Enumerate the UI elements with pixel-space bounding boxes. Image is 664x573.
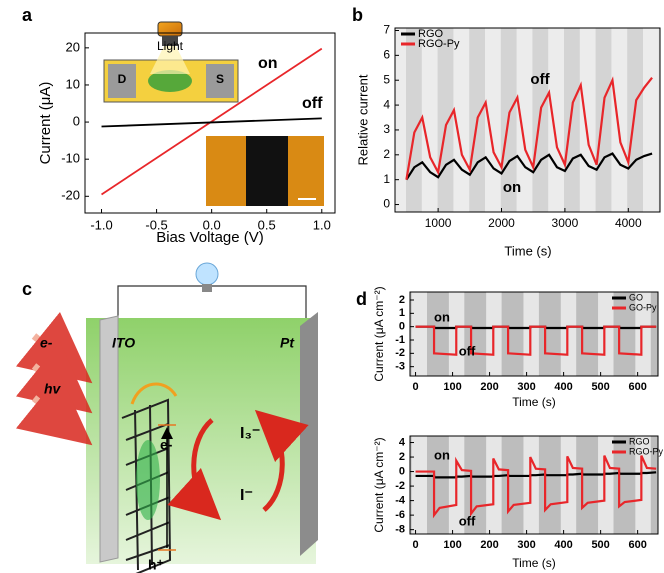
x-tick-label: 300 bbox=[517, 539, 535, 551]
panel-label: b bbox=[352, 5, 363, 25]
y-tick-label: -2 bbox=[395, 480, 405, 492]
x-axis-label: Time (s) bbox=[512, 395, 556, 409]
x-tick-label: 100 bbox=[443, 381, 461, 393]
panel: d Time (s) Current (μA cm⁻²) 0 100 200 300 400 5… bbox=[356, 286, 658, 409]
y-tick-label: 2 bbox=[399, 294, 405, 306]
y-axis-label: Current (μA cm⁻²) bbox=[372, 437, 386, 532]
photo-inset bbox=[206, 136, 324, 206]
x-tick-label: 400 bbox=[554, 381, 572, 393]
x-tick-label: 400 bbox=[554, 539, 572, 551]
y-tick-label: -1 bbox=[395, 334, 405, 346]
y-tick-label: -20 bbox=[61, 188, 80, 203]
diagram-label: I₃⁻ bbox=[240, 425, 260, 442]
y-axis-label: Current (μA) bbox=[37, 82, 54, 165]
diagram-label: Pt bbox=[280, 335, 295, 351]
diagram-label: h⁺ bbox=[148, 557, 164, 573]
y-tick-label: 4 bbox=[399, 436, 406, 448]
y-tick-label: 1 bbox=[399, 307, 405, 319]
legend-label: GO-Py bbox=[629, 302, 657, 312]
annotation: off bbox=[530, 71, 550, 88]
x-tick-label: 0 bbox=[412, 539, 418, 551]
panel-label: c bbox=[22, 279, 32, 299]
y-tick-label: 3 bbox=[383, 122, 390, 136]
annotation: D bbox=[118, 72, 127, 86]
y-axis-label: Relative current bbox=[355, 74, 370, 165]
y-axis-label: Current (μA cm⁻²) bbox=[372, 286, 386, 381]
annotation: Light bbox=[157, 39, 184, 53]
legend-label: RGO bbox=[629, 436, 650, 446]
x-tick-label: 300 bbox=[517, 381, 535, 393]
x-tick-label: 0 bbox=[412, 381, 418, 393]
x-tick-label: 200 bbox=[480, 381, 498, 393]
diagram-label: e- bbox=[160, 437, 173, 453]
legend-label: RGO-Py bbox=[418, 38, 460, 50]
y-tick-label: 10 bbox=[66, 76, 80, 91]
y-tick-label: 2 bbox=[383, 147, 390, 161]
panel-label: a bbox=[22, 5, 33, 25]
y-tick-label: 1 bbox=[383, 172, 390, 186]
legend-label: GO bbox=[629, 292, 643, 302]
figure: aBias Voltage (V)Current (μA)-1.0-0.50.0… bbox=[0, 0, 664, 573]
x-tick-label: 1.0 bbox=[313, 217, 331, 232]
y-tick-label: -2 bbox=[395, 347, 405, 359]
cell-diagram bbox=[34, 263, 318, 573]
y-tick-label: -6 bbox=[395, 509, 405, 521]
x-tick-label: 0.0 bbox=[203, 217, 221, 232]
diagram-label: ITO bbox=[112, 335, 135, 351]
panel-label: d bbox=[356, 289, 367, 309]
x-tick-label: 500 bbox=[591, 539, 609, 551]
x-tick-label: 100 bbox=[443, 539, 461, 551]
annotation: on bbox=[434, 447, 450, 462]
annotation: off bbox=[459, 343, 476, 358]
y-tick-label: 2 bbox=[399, 451, 405, 463]
shaded-bands bbox=[410, 292, 658, 376]
diagram-label: I⁻ bbox=[240, 487, 253, 504]
y-tick-label: 4 bbox=[383, 97, 390, 111]
x-tick-label: 0.5 bbox=[258, 217, 276, 232]
y-tick-label: 0 bbox=[383, 197, 390, 211]
diagram-label: e- bbox=[40, 335, 53, 351]
x-tick-label: 2000 bbox=[488, 216, 515, 230]
x-tick-label: 500 bbox=[591, 381, 609, 393]
panel: b Time (s) Relative current 1000 2000 3000 400… bbox=[352, 5, 660, 259]
x-axis-label: Time (s) bbox=[504, 243, 551, 258]
y-tick-label: 5 bbox=[383, 72, 390, 86]
y-tick-label: 6 bbox=[383, 48, 390, 62]
annotation: S bbox=[216, 72, 224, 86]
y-tick-label: 20 bbox=[66, 39, 80, 54]
y-tick-label: 7 bbox=[383, 23, 390, 37]
shaded-bands bbox=[395, 28, 660, 212]
y-tick-label: -3 bbox=[395, 361, 405, 373]
annotation: off bbox=[459, 513, 476, 528]
y-tick-label: -10 bbox=[61, 151, 80, 166]
x-tick-label: 3000 bbox=[552, 216, 579, 230]
y-tick-label: -4 bbox=[395, 495, 406, 507]
y-tick-label: 0 bbox=[399, 465, 405, 477]
device-inset bbox=[104, 22, 238, 102]
x-tick-label: 200 bbox=[480, 539, 498, 551]
panel: Time (s) Current (μA cm⁻²) 0 100 200 300 400 50… bbox=[372, 436, 663, 570]
x-axis-label: Time (s) bbox=[512, 556, 556, 570]
x-tick-label: -1.0 bbox=[90, 217, 112, 232]
series-label: on bbox=[258, 55, 278, 72]
x-tick-label: 1000 bbox=[425, 216, 452, 230]
series-label: off bbox=[302, 95, 323, 112]
annotation: on bbox=[503, 179, 521, 196]
y-tick-label: 0 bbox=[73, 114, 80, 129]
x-tick-label: 4000 bbox=[615, 216, 642, 230]
series-line bbox=[102, 118, 322, 126]
annotation: on bbox=[434, 309, 450, 324]
y-tick-label: 0 bbox=[399, 321, 405, 333]
x-tick-label: 600 bbox=[628, 381, 646, 393]
x-tick-label: 600 bbox=[628, 539, 646, 551]
x-tick-label: -0.5 bbox=[145, 217, 167, 232]
diagram-label: hv bbox=[44, 381, 62, 397]
y-tick-label: -8 bbox=[395, 524, 405, 536]
